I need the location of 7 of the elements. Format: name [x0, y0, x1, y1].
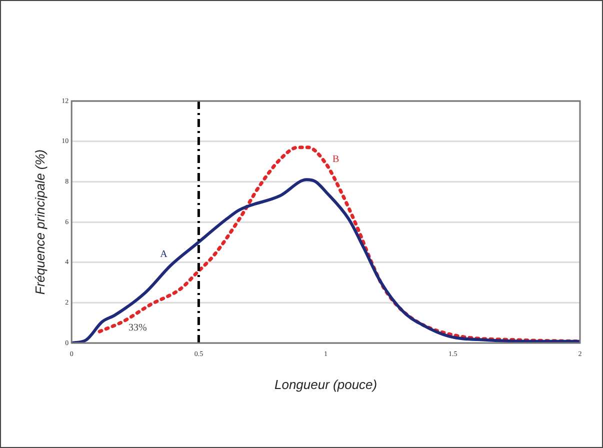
line-series [72, 178, 580, 343]
y-axis-title: Fréquence principale (%) [32, 149, 48, 295]
annotation: 33% [128, 322, 147, 334]
series-label: A [160, 248, 168, 260]
x-axis-title: Longueur (pouce) [274, 376, 378, 392]
line-series [98, 146, 580, 343]
series-label: B [332, 154, 340, 166]
